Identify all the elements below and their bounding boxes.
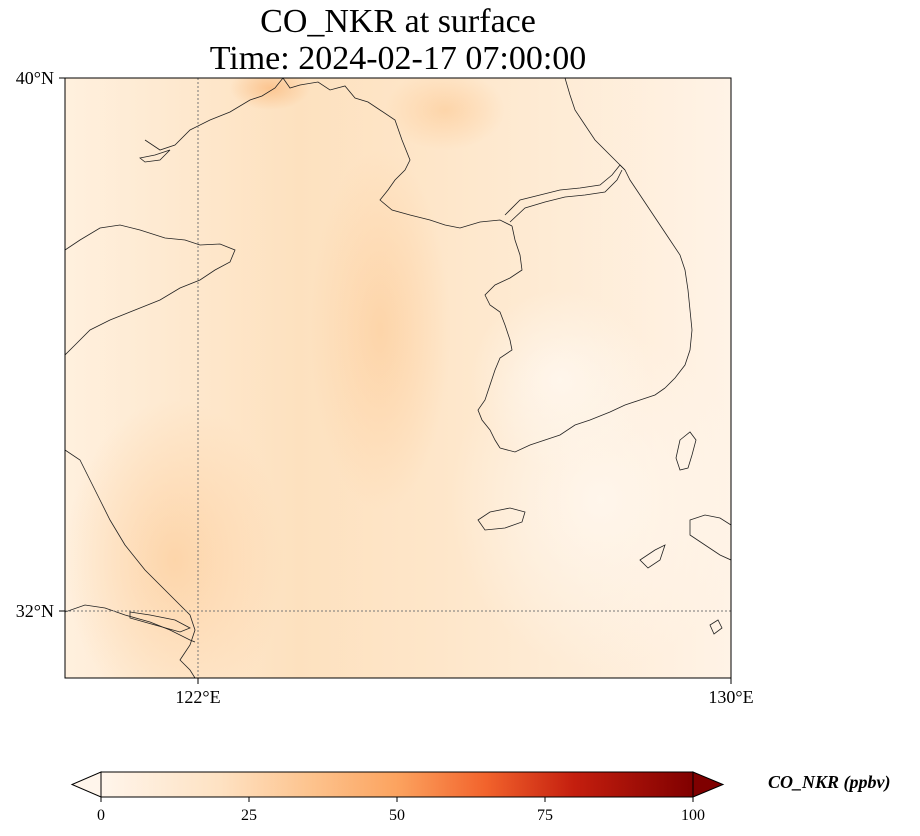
concentration-field: [65, 78, 731, 678]
lat-label-40: 40°N: [16, 68, 54, 88]
colorbar: [70, 771, 725, 802]
colorbar-extend-high: [692, 771, 725, 798]
coastlines: [65, 78, 731, 678]
map-title-line1: CO_NKR at surface: [260, 3, 536, 40]
coastline-liaodong-bay: [65, 224, 236, 356]
map-frame: [64, 77, 732, 679]
colorbar-tick-75: 75: [537, 807, 553, 824]
colorbar-tick-0: 0: [97, 807, 105, 824]
coastline-tsushima: [675, 431, 697, 471]
coastline-bohai-west: [139, 149, 171, 163]
lon-label-130: 130°E: [708, 687, 753, 707]
coastline-bohai: [144, 78, 284, 151]
lon-label-122: 122°E: [175, 687, 220, 707]
coastline-north-korea-east: [564, 78, 626, 171]
coastline-korea-east: [624, 169, 693, 389]
colorbar-title: CO_NKR (ppbv): [768, 772, 891, 793]
coastline-jeju: [477, 507, 526, 531]
colorbar-tick-25: 25: [241, 807, 257, 824]
coastline-korea-south: [499, 387, 666, 453]
coastline-liaodong-north: [282, 78, 513, 229]
coastline-yangtze: [65, 604, 196, 643]
lat-label-32: 32°N: [16, 601, 54, 621]
axis-ticks: [59, 77, 732, 684]
gridlines: [65, 78, 731, 678]
map-title-line2: Time: 2024-02-17 07:00:00: [209, 40, 587, 77]
coastline-kyushu: [689, 514, 731, 561]
coastline-dmz-north: [504, 164, 626, 216]
coastline-north-korea-west: [477, 225, 523, 449]
coastline-yangtze-island: [129, 611, 191, 633]
coastline-kyushu-islands: [639, 544, 666, 569]
colorbar-body: [100, 771, 694, 798]
colorbar-tick-100: 100: [681, 807, 705, 824]
coastline-okinawa-south: [709, 619, 723, 635]
coastline-dmz-south: [509, 169, 623, 223]
colorbar-extend-low: [70, 771, 102, 798]
colorbar-tick-50: 50: [389, 807, 405, 824]
coastline-jiangsu: [65, 449, 196, 678]
